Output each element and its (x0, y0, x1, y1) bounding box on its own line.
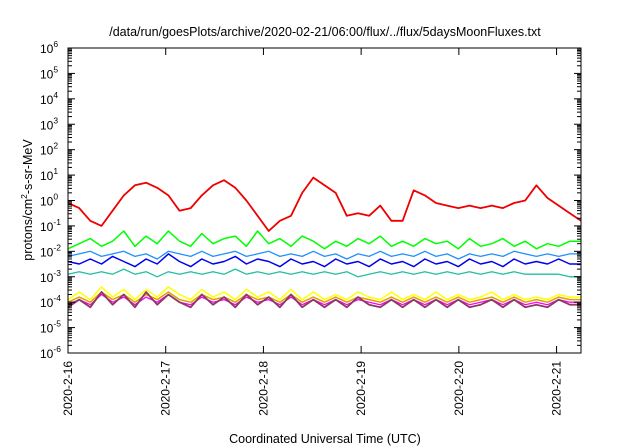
series-layer (67, 176, 582, 309)
y-tick-label: 100 (40, 192, 58, 209)
y-tick-label: 10-3 (40, 268, 61, 285)
series-line-1 (67, 176, 582, 232)
y-tick-label: 10-5 (40, 319, 61, 336)
x-tick-label: 2020-2-16 (61, 361, 75, 416)
y-tick-label: 10-2 (40, 242, 61, 259)
chart-title: /data/run/goesPlots/archive/2020-02-21/0… (109, 25, 541, 39)
y-tick-label: 10-1 (40, 217, 61, 234)
y-tick-label: 101 (40, 166, 58, 183)
y-tick-label: 102 (40, 141, 58, 158)
series-line-4 (67, 250, 581, 260)
y-tick-label: 103 (40, 115, 58, 132)
series-line-9 (67, 291, 581, 309)
series-line-6 (67, 286, 581, 301)
series-line-2 (67, 230, 581, 250)
series-line-7 (67, 291, 581, 303)
y-tick-label: 104 (40, 90, 58, 107)
x-axis: 2020-2-16 2020-2-17 2020-2-18 2020-2-19 2020… (61, 48, 564, 416)
y-tick-label: 105 (40, 64, 58, 81)
y-axis: 10-6 10-5 10-4 10-3 10-2 10-1 100 101 102 103 104 1… (40, 39, 581, 361)
x-tick-label: 2020-2-20 (452, 361, 466, 416)
x-axis-label: Coordinated Universal Time (UTC) (229, 432, 421, 446)
y-tick-label: 10-6 (40, 344, 61, 361)
y-tick-label: 106 (40, 39, 58, 56)
series-line-5 (67, 268, 581, 278)
y-tick-label: 10-4 (40, 293, 61, 310)
x-tick-label: 2020-2-21 (550, 361, 564, 416)
series-line-3 (67, 253, 581, 268)
x-tick-label: 2020-2-17 (159, 361, 173, 416)
x-tick-label: 2020-2-18 (256, 361, 270, 416)
x-tick-label: 2020-2-19 (354, 361, 368, 416)
y-axis-label: protons/cm2-s-sr-MeV (19, 139, 35, 261)
